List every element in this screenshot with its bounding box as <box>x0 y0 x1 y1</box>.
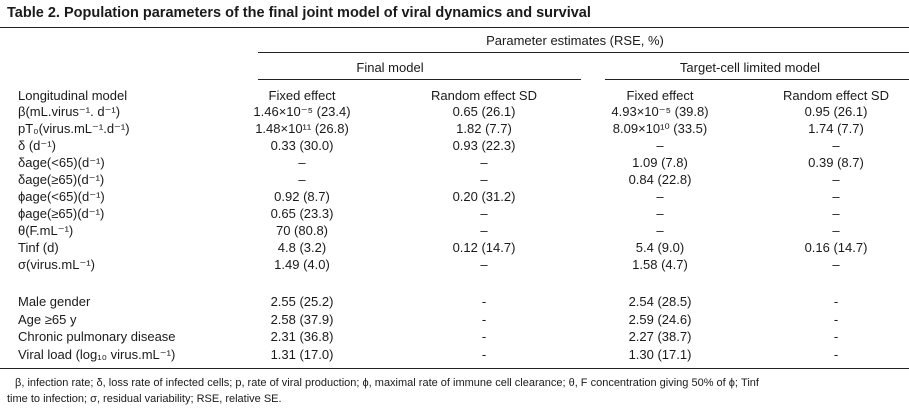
tc-fixed-cell: – <box>656 206 664 221</box>
row-label: pT₀(virus.mL⁻¹.d⁻¹) <box>18 121 130 136</box>
row-label: δage(<65)(d⁻¹) <box>18 155 105 170</box>
final-fixed-cell: 1.49 (4.0) <box>274 257 330 272</box>
final-fixed-cell: 1.31 (17.0) <box>270 346 334 362</box>
tc-random-cell: 0.39 (8.7) <box>808 155 864 170</box>
final-random-cell: 0.93 (22.3) <box>452 138 516 153</box>
final-random-cell: – <box>480 172 488 187</box>
final-fixed-cell: 0.65 (23.3) <box>270 206 334 221</box>
final-fixed-cell: 70 (80.8) <box>275 223 329 238</box>
row-label: δ (d⁻¹) <box>18 138 56 153</box>
final-fixed-cell: – <box>298 172 306 187</box>
tc-fixed-cell: 4.93×10⁻⁵ (39.8) <box>611 104 709 119</box>
tc-fixed-header: Fixed effect <box>626 88 694 103</box>
final-random-cell: – <box>480 206 488 221</box>
parameter-estimates-rule <box>258 52 909 53</box>
final-fixed-cell: 0.33 (30.0) <box>270 138 334 153</box>
row-label: Chronic pulmonary disease <box>18 329 176 344</box>
tc-random-cell: – <box>832 189 840 204</box>
final-model-rule <box>258 79 581 80</box>
tc-random-header: Random effect SD <box>783 88 889 103</box>
final-random-cell: 0.65 (26.1) <box>452 104 516 119</box>
final-random-cell: 0.12 (14.7) <box>452 240 516 255</box>
longitudinal-model-header: Longitudinal model <box>18 88 128 103</box>
tc-fixed-cell: 1.09 (7.8) <box>632 155 688 170</box>
tc-random-cell: – <box>832 172 840 187</box>
tc-fixed-cell: 2.54 (28.5) <box>628 294 692 309</box>
tc-fixed-cell: 1.30 (17.1) <box>628 346 692 362</box>
top-rule <box>0 27 909 28</box>
final-fixed-cell: 4.8 (3.2) <box>277 240 327 255</box>
tc-fixed-cell: 8.09×10¹⁰ (33.5) <box>612 121 708 136</box>
final-fixed-cell: – <box>298 155 306 170</box>
tc-fixed-cell: 5.4 (9.0) <box>635 240 685 255</box>
final-fixed-cell: 1.46×10⁻⁵ (23.4) <box>253 104 351 119</box>
row-label: δage(≥65)(d⁻¹) <box>18 172 105 187</box>
final-fixed-cell: 1.48×10¹¹ (26.8) <box>255 121 349 136</box>
row-label: ϕage(<65)(d⁻¹) <box>18 189 105 204</box>
row-label: σ(virus.mL⁻¹) <box>18 257 95 272</box>
tc-random-cell: - <box>833 329 839 344</box>
final-random-cell: 1.82 (7.7) <box>456 121 512 136</box>
row-label: Age ≥65 y <box>18 311 77 327</box>
final-random-cell: - <box>481 329 487 344</box>
target-cell-model-header: Target-cell limited model <box>679 60 821 75</box>
final-random-cell: - <box>481 346 487 362</box>
bottom-rule <box>0 368 909 369</box>
final-model-header: Final model <box>356 60 424 75</box>
final-fixed-cell: 2.58 (37.9) <box>270 311 334 327</box>
tc-random-cell: - <box>833 346 839 362</box>
tc-fixed-cell: – <box>656 138 664 153</box>
tc-random-cell: – <box>832 223 840 238</box>
row-label: θ(F.mL⁻¹) <box>18 223 74 238</box>
row-label: β(mL.virus⁻¹. d⁻¹) <box>18 104 121 119</box>
final-fixed-header: Fixed effect <box>268 88 336 103</box>
final-random-cell: - <box>481 294 487 309</box>
final-fixed-cell: 2.31 (36.8) <box>270 329 334 344</box>
final-random-cell: – <box>480 257 488 272</box>
final-fixed-cell: 0.92 (8.7) <box>274 189 330 204</box>
row-label: Tinf (d) <box>18 240 59 255</box>
tc-random-cell: – <box>832 206 840 221</box>
tc-fixed-cell: – <box>656 189 664 204</box>
tc-random-cell: 0.16 (14.7) <box>804 240 868 255</box>
final-random-header: Random effect SD <box>431 88 537 103</box>
final-random-cell: – <box>480 155 488 170</box>
tc-random-cell: 1.74 (7.7) <box>808 121 864 136</box>
tc-fixed-cell: 0.84 (22.8) <box>628 172 692 187</box>
parameter-estimates-header: Parameter estimates (RSE, %) <box>486 33 664 48</box>
table-title: Table 2. Population parameters of the fi… <box>7 5 591 21</box>
tc-random-cell: – <box>832 257 840 272</box>
tc-fixed-cell: 2.59 (24.6) <box>628 311 692 327</box>
final-random-cell: - <box>481 311 487 327</box>
final-random-cell: – <box>480 223 488 238</box>
tc-random-cell: - <box>833 294 839 309</box>
row-label: Male gender <box>18 294 91 309</box>
tc-fixed-cell: 1.58 (4.7) <box>632 257 688 272</box>
tc-random-cell: 0.95 (26.1) <box>804 104 868 119</box>
row-label: Viral load (log₁₀ virus.mL⁻¹) <box>18 346 176 362</box>
footnote-line-2: time to infection; σ, residual variabili… <box>7 393 282 405</box>
tc-random-cell: - <box>833 311 839 327</box>
tc-random-cell: – <box>832 138 840 153</box>
final-fixed-cell: 2.55 (25.2) <box>270 294 334 309</box>
row-label: ϕage(≥65)(d⁻¹) <box>18 206 105 221</box>
footnote-line-1: β, infection rate; δ, loss rate of infec… <box>15 377 759 389</box>
final-random-cell: 0.20 (31.2) <box>452 189 516 204</box>
tc-fixed-cell: – <box>656 223 664 238</box>
target-cell-model-rule <box>605 79 909 80</box>
tc-fixed-cell: 2.27 (38.7) <box>628 329 692 344</box>
